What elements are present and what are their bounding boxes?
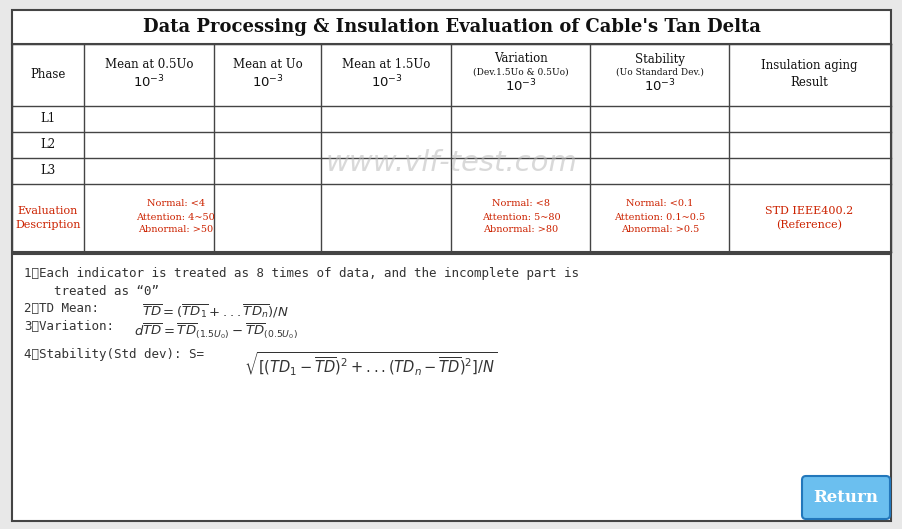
- Text: 3、Variation:: 3、Variation:: [24, 320, 114, 333]
- Text: (Reference): (Reference): [776, 220, 842, 230]
- Text: Phase: Phase: [31, 68, 66, 81]
- Text: 4、Stability(Std dev): S=: 4、Stability(Std dev): S=: [24, 348, 204, 361]
- Text: $10^{-3}$: $10^{-3}$: [252, 74, 283, 90]
- Text: L3: L3: [41, 165, 56, 178]
- Text: Normal: <8: Normal: <8: [492, 199, 549, 208]
- Text: Mean at 0.5Uo: Mean at 0.5Uo: [105, 59, 193, 71]
- Text: Mean at Uo: Mean at Uo: [233, 59, 302, 71]
- Text: $\overline{TD}=(\overline{TD_1}+...\overline{TD_n})/N$: $\overline{TD}=(\overline{TD_1}+...\over…: [142, 303, 289, 321]
- Bar: [12, 10, 890, 44]
- Text: Evaluation
Description: Evaluation Description: [15, 206, 80, 230]
- Text: Data Processing & Insulation Evaluation of Cable's Tan Delta: Data Processing & Insulation Evaluation …: [143, 18, 759, 36]
- Text: $d\overline{TD}=\overline{TD}_{(1.5U_0)}-\overline{TD}_{(0.5U_0)}$: $d\overline{TD}=\overline{TD}_{(1.5U_0)}…: [133, 321, 298, 341]
- Text: Insulation aging: Insulation aging: [760, 59, 857, 71]
- Text: www.vlf-test.com: www.vlf-test.com: [326, 149, 576, 177]
- Bar: [12, 44, 890, 252]
- Text: 1、Each indicator is treated as 8 times of data, and the incomplete part is: 1、Each indicator is treated as 8 times o…: [24, 267, 578, 280]
- Text: $\sqrt{[(TD_1-\overline{TD})^2+...(TD_n-\overline{TD})^2]/N}$: $\sqrt{[(TD_1-\overline{TD})^2+...(TD_n-…: [244, 350, 497, 377]
- Text: Normal: <0.1: Normal: <0.1: [625, 199, 693, 208]
- Text: STD IEEE400.2: STD IEEE400.2: [764, 206, 852, 216]
- Text: Abnormal: >80: Abnormal: >80: [483, 225, 557, 234]
- FancyBboxPatch shape: [801, 476, 889, 519]
- Text: Variation: Variation: [493, 52, 548, 66]
- Text: Mean at 1.5Uo: Mean at 1.5Uo: [342, 59, 430, 71]
- Text: (Dev.1.5Uo & 0.5Uo): (Dev.1.5Uo & 0.5Uo): [473, 68, 568, 77]
- Text: 2、TD Mean:: 2、TD Mean:: [24, 302, 114, 315]
- Text: Attention: 0.1~0.5: Attention: 0.1~0.5: [613, 213, 704, 222]
- Text: $10^{-3}$: $10^{-3}$: [643, 78, 675, 94]
- Text: Abnormal: >0.5: Abnormal: >0.5: [620, 225, 698, 234]
- Text: (Uo Standard Dev.): (Uo Standard Dev.): [615, 68, 703, 77]
- Text: Stability: Stability: [634, 52, 684, 66]
- Text: $10^{-3}$: $10^{-3}$: [370, 74, 402, 90]
- Text: L1: L1: [41, 113, 56, 125]
- Text: Attention: 4~50: Attention: 4~50: [136, 213, 215, 222]
- Text: L2: L2: [41, 139, 56, 151]
- Text: Return: Return: [813, 489, 878, 506]
- Bar: [12, 254, 890, 521]
- Text: treated as “0”: treated as “0”: [24, 285, 159, 298]
- Text: Normal: <4: Normal: <4: [147, 199, 205, 208]
- Text: $10^{-3}$: $10^{-3}$: [133, 74, 165, 90]
- Text: Result: Result: [789, 76, 827, 88]
- Text: Attention: 5~80: Attention: 5~80: [481, 213, 559, 222]
- Text: $10^{-3}$: $10^{-3}$: [504, 78, 537, 94]
- Text: Abnormal: >50: Abnormal: >50: [138, 225, 213, 234]
